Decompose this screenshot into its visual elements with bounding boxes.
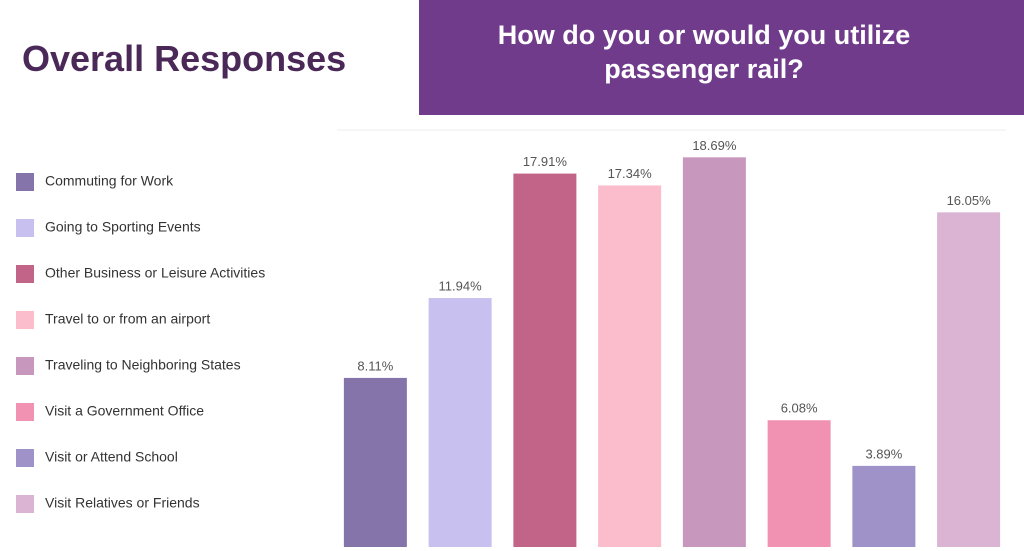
bar (767, 420, 831, 547)
value-label: 16.05% (947, 193, 992, 208)
legend-swatch (16, 357, 34, 375)
chart-title: Overall Responses (22, 38, 347, 79)
bar (852, 465, 916, 547)
chart-subtitle: How do you or would you utilize passenge… (497, 20, 911, 84)
legend-label: Traveling to Neighboring States (45, 357, 241, 373)
legend-label: Commuting for Work (45, 173, 174, 189)
bar (682, 157, 746, 547)
legend-label: Travel to or from an airport (45, 311, 210, 327)
legend-label: Other Business or Leisure Activities (45, 265, 265, 281)
legend-label: Visit Relatives or Friends (45, 495, 200, 511)
value-label: 11.94% (439, 278, 483, 293)
legend-swatch (16, 449, 34, 467)
legend-swatch (16, 265, 34, 283)
value-label: 8.11% (357, 358, 393, 373)
bar (937, 212, 1001, 548)
value-label: 17.91% (523, 154, 568, 169)
value-label: 18.69% (692, 138, 737, 153)
legend-swatch (16, 403, 34, 421)
legend-swatch (16, 495, 34, 513)
value-label: 17.34% (608, 166, 653, 181)
value-label: 3.89% (865, 446, 902, 461)
bar (428, 298, 492, 547)
header-banner: How do you or would you utilize passenge… (419, 0, 1024, 115)
bar (598, 185, 662, 547)
bar (343, 377, 407, 547)
legend-label: Visit or Attend School (45, 449, 178, 465)
legend-label: Visit a Government Office (45, 403, 204, 419)
bar (513, 173, 577, 547)
value-label: 6.08% (781, 401, 818, 416)
legend-label: Going to Sporting Events (45, 219, 201, 235)
legend-swatch (16, 173, 34, 191)
legend-swatch (16, 219, 34, 237)
legend-swatch (16, 311, 34, 329)
